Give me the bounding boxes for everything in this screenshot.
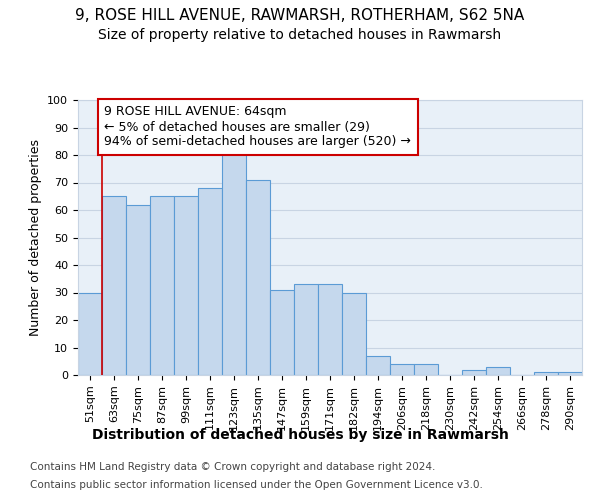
- Text: 9, ROSE HILL AVENUE, RAWMARSH, ROTHERHAM, S62 5NA: 9, ROSE HILL AVENUE, RAWMARSH, ROTHERHAM…: [76, 8, 524, 22]
- Bar: [390, 364, 414, 375]
- Bar: [366, 356, 390, 375]
- Bar: [174, 196, 198, 375]
- Bar: [150, 196, 174, 375]
- Bar: [462, 370, 486, 375]
- Y-axis label: Number of detached properties: Number of detached properties: [29, 139, 42, 336]
- Bar: [198, 188, 222, 375]
- Bar: [222, 150, 246, 375]
- Bar: [246, 180, 270, 375]
- Bar: [126, 204, 150, 375]
- Text: Contains public sector information licensed under the Open Government Licence v3: Contains public sector information licen…: [30, 480, 483, 490]
- Text: 9 ROSE HILL AVENUE: 64sqm
← 5% of detached houses are smaller (29)
94% of semi-d: 9 ROSE HILL AVENUE: 64sqm ← 5% of detach…: [104, 106, 411, 148]
- Bar: [414, 364, 438, 375]
- Text: Size of property relative to detached houses in Rawmarsh: Size of property relative to detached ho…: [98, 28, 502, 42]
- Bar: [318, 284, 342, 375]
- Bar: [270, 290, 294, 375]
- Text: Distribution of detached houses by size in Rawmarsh: Distribution of detached houses by size …: [92, 428, 508, 442]
- Bar: [558, 372, 582, 375]
- Bar: [486, 367, 510, 375]
- Bar: [342, 292, 366, 375]
- Bar: [534, 372, 558, 375]
- Bar: [294, 284, 318, 375]
- Text: Contains HM Land Registry data © Crown copyright and database right 2024.: Contains HM Land Registry data © Crown c…: [30, 462, 436, 472]
- Bar: [102, 196, 126, 375]
- Bar: [78, 292, 102, 375]
